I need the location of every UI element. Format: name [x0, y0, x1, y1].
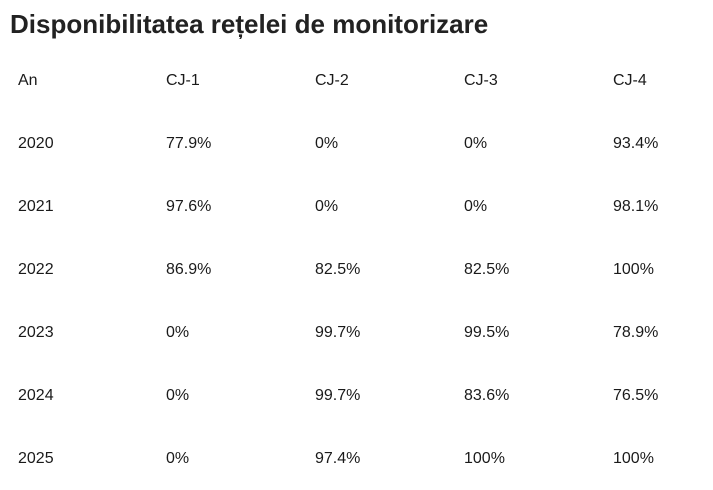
year-cell: 2023 — [18, 323, 54, 341]
cj-3-cell: 0% — [464, 134, 488, 152]
cj-1-cell: 86.9% — [166, 260, 212, 278]
table-row: 2023 0% 99.7% 99.5% 78.9% — [8, 301, 713, 364]
column-header-year: An — [18, 71, 38, 89]
column-header-cj-3: CJ-3 — [464, 71, 498, 89]
cj-2-cell: 99.7% — [315, 386, 361, 404]
column-header-cj-4: CJ-4 — [613, 71, 647, 89]
cj-1-cell: 77.9% — [166, 134, 212, 152]
cj-4-cell: 100% — [613, 260, 654, 278]
column-header-cj-2: CJ-2 — [315, 71, 349, 89]
cj-2-cell: 97.4% — [315, 449, 361, 467]
cj-3-cell: 82.5% — [464, 260, 510, 278]
cj-1-cell: 0% — [166, 449, 190, 467]
year-cell: 2020 — [18, 134, 54, 152]
table-row: 2021 97.6% 0% 0% 98.1% — [8, 175, 713, 238]
table-row: 2025 0% 97.4% 100% 100% — [8, 427, 713, 490]
column-header-cj-1: CJ-1 — [166, 71, 200, 89]
year-cell: 2024 — [18, 386, 54, 404]
table-header-row: An CJ-1 CJ-2 CJ-3 CJ-4 — [8, 49, 713, 112]
cj-4-cell: 76.5% — [613, 386, 659, 404]
table-row: 2020 77.9% 0% 0% 93.4% — [8, 112, 713, 175]
cj-1-cell: 0% — [166, 323, 190, 341]
cj-4-cell: 93.4% — [613, 134, 659, 152]
cj-4-cell: 78.9% — [613, 323, 659, 341]
cj-2-cell: 0% — [315, 134, 339, 152]
cj-3-cell: 0% — [464, 197, 488, 215]
year-cell: 2025 — [18, 449, 54, 467]
year-cell: 2022 — [18, 260, 54, 278]
cj-1-cell: 97.6% — [166, 197, 212, 215]
cj-4-cell: 98.1% — [613, 197, 659, 215]
table-row: 2022 86.9% 82.5% 82.5% 100% — [8, 238, 713, 301]
availability-table: An CJ-1 CJ-2 CJ-3 CJ-4 2020 77.9% 0% 0% … — [8, 49, 713, 490]
cj-3-cell: 99.5% — [464, 323, 510, 341]
cj-2-cell: 82.5% — [315, 260, 361, 278]
cj-1-cell: 0% — [166, 386, 190, 404]
table-row: 2024 0% 99.7% 83.6% 76.5% — [8, 364, 713, 427]
cj-3-cell: 100% — [464, 449, 505, 467]
cj-3-cell: 83.6% — [464, 386, 510, 404]
page-title: Disponibilitatea rețelei de monitorizare — [10, 9, 489, 39]
cj-2-cell: 99.7% — [315, 323, 361, 341]
cj-4-cell: 100% — [613, 449, 654, 467]
cj-2-cell: 0% — [315, 197, 339, 215]
year-cell: 2021 — [18, 197, 54, 215]
